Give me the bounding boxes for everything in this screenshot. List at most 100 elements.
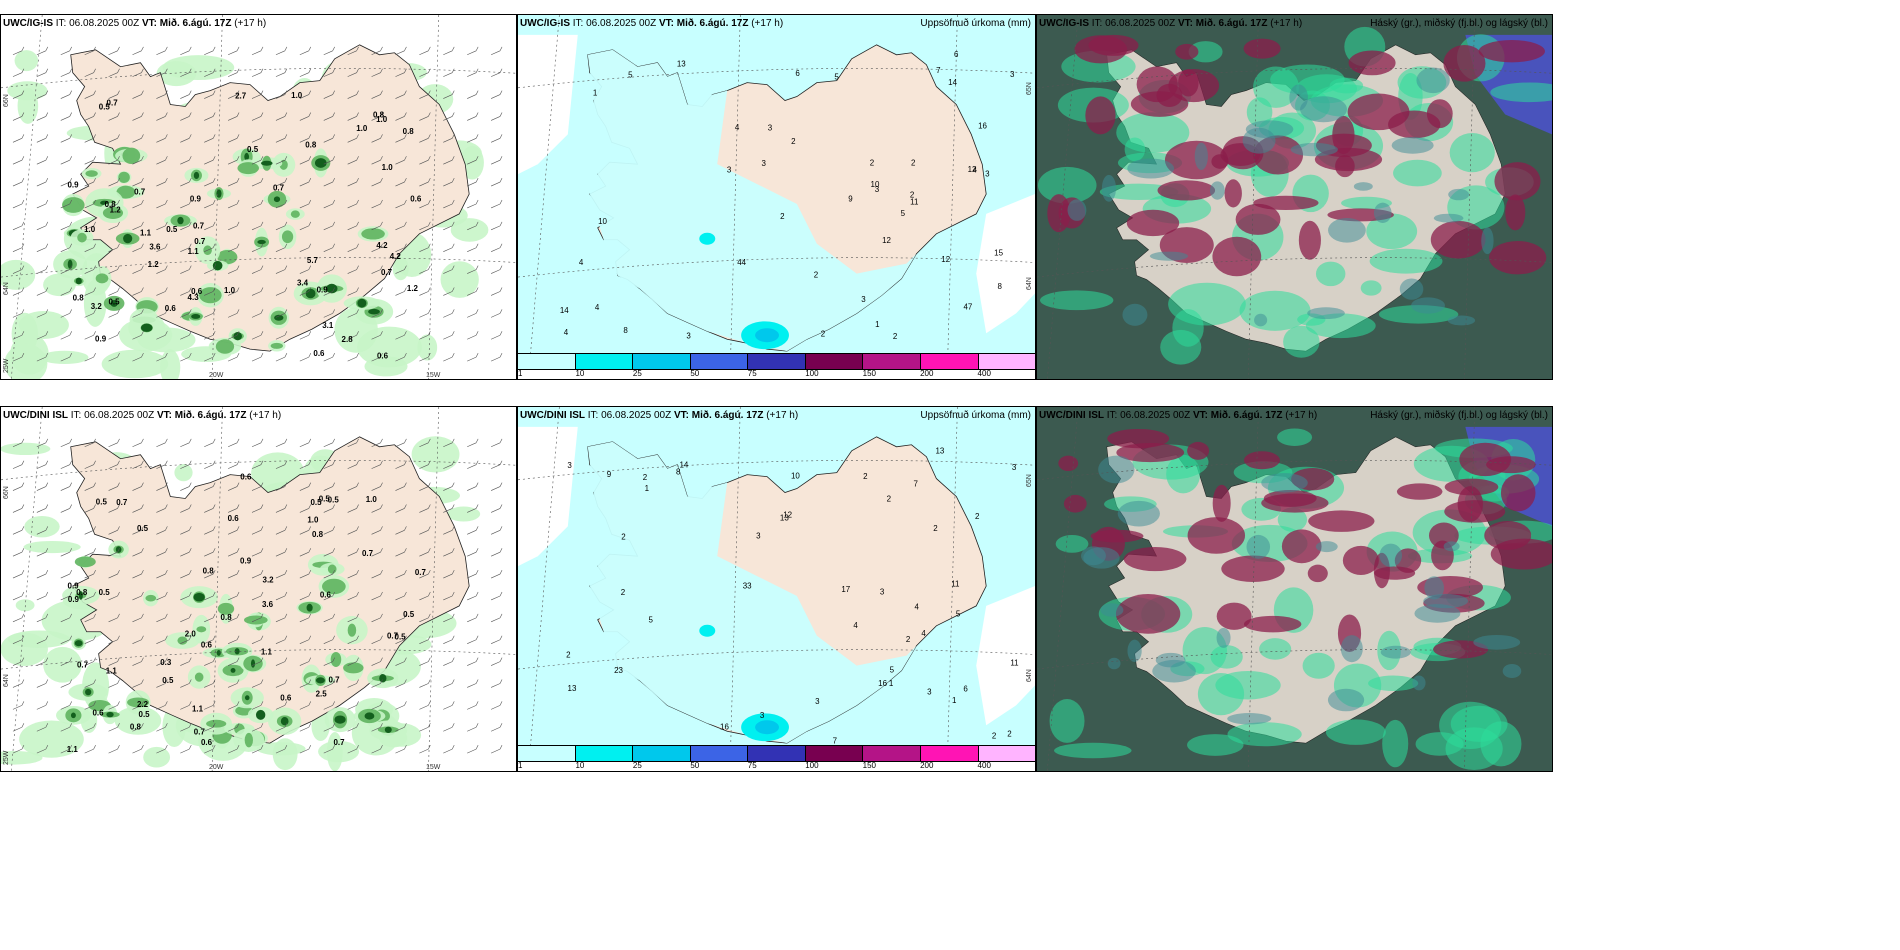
legend-swatch [518,746,576,761]
precip-value-label: 0.8 [312,530,324,539]
accum-value-label: 7 [936,66,941,75]
legend-label: 75 [747,369,757,378]
precip-cores [56,540,408,752]
legend-swatch [863,354,921,369]
legend-swatches [518,745,1035,762]
precip-value-label: 1.0 [307,515,319,524]
accum-value-label: 3 [1010,70,1015,79]
wind-barbs [12,438,503,754]
accum-value-label: 2 [791,137,796,146]
legend-swatch [748,746,806,761]
accum-value-label: 8 [623,326,628,335]
accum-value-label: 2 [780,212,785,221]
accum-value-label: 5 [956,610,961,619]
precip-value-label: 0.6 [320,591,332,600]
precip-value-label: 0.6 [201,738,213,747]
accum-value-label: 2 [933,524,938,533]
panel-dini-precip: UWC/DINI ISL IT: 06.08.2025 00Z VT: Mið.… [0,406,517,772]
lat-label: 25W [3,750,10,765]
precip-value-label: 4.2 [376,241,388,250]
precip-value-label: 0.8 [105,200,117,209]
accum-value-label: 2 [566,651,571,660]
precip-value-label: 3.1 [322,321,334,330]
panel-title: Uppsöfnuð úrkoma (mm) [920,410,1031,421]
cloud-layers [1037,26,1552,365]
lat-label: 64N [1026,669,1033,682]
accum-value-label: 2 [643,473,648,482]
legend-label: 25 [632,761,642,770]
accum-value-label: 10 [871,180,880,189]
legend-label: 1 [518,761,523,770]
precip-cores [53,146,394,356]
accum-value-label: 3 [1012,463,1017,472]
accum-value-label: 16 [978,122,987,131]
accum-value-label: 3 [927,687,932,696]
precip-value-label: 0.7 [329,676,341,685]
precip-value-label: 1.1 [106,667,118,676]
legend-label: 400 [977,761,991,770]
accum-value-label: 4 [853,621,858,630]
precip-value-label: 0.5 [96,498,108,507]
accum-value-label: 3 [727,166,732,175]
accum-value-label: 3 [880,587,885,596]
legend-label: 75 [747,761,757,770]
legend-swatch [920,746,979,761]
precip-values: 1.10.81.01.11.00.90.80.91.00.70.81.20.6 0… [67,91,421,361]
accum-value-label: 6 [963,685,968,694]
accum-values: 3245742345236322343131012151411128916141… [560,50,1015,341]
precip-value-label: 1.0 [291,91,303,100]
precip-value-label: 4.2 [390,252,402,261]
accum-value-label: 10 [598,217,607,226]
accum-value-label: 1 [952,696,957,705]
precip-value-label: 0.5 [162,676,174,685]
precip-value-label: 0.7 [194,728,206,737]
legend-swatch [978,354,1035,369]
accum-value-label: 1 [889,679,894,688]
precip-value-label: 1.1 [67,745,79,754]
precip-values: 0.70.70.91.00.60.50.60.50.90.51.10.50.50… [67,473,427,754]
accum-value-label: 6 [954,50,959,59]
precip-value-label: 0.5 [328,496,340,505]
accum-value-label: 2 [621,533,626,542]
accum-value-label: 13 [568,684,577,693]
legend-swatches [518,353,1035,370]
accum-value-label: 1 [875,320,880,329]
legend-label: 200 [920,761,934,770]
accum-value-label: 12 [783,510,792,519]
legend-label: 10 [575,369,585,378]
precip-value-label: 0.7 [387,631,399,640]
precip-value-label: 0.5 [166,225,178,234]
precip-value-label: 0.5 [319,495,331,504]
legend-swatch [633,746,691,761]
accum-value-label: 14 [560,306,569,315]
precip-value-label: 1.0 [356,124,368,133]
legend-label: 150 [862,369,877,378]
precip-value-label: 4.3 [188,293,200,302]
precip-value-label: 2.5 [316,690,328,699]
precip-value-label: 1.0 [84,225,96,234]
precip-value-label: 0.7 [415,568,427,577]
precip-value-label: 1.1 [140,228,152,237]
accum-value-label: 2 [1007,729,1012,738]
precip-value-label: 1.2 [148,260,160,269]
accum-value-label: 7 [913,479,918,488]
precip-value-label: 1.1 [261,647,273,656]
precip-value-label: 2.2 [137,700,149,709]
precip-value-label: 0.5 [137,524,149,533]
lat-label: 64N [3,674,10,687]
accum-value-label: 2 [621,588,626,597]
precip-value-label: 0.5 [139,710,151,719]
precip-value-label: 0.7 [107,98,119,107]
legend-swatch [805,354,864,369]
precip-value-label: 3.4 [297,279,309,288]
iceland-land [70,436,470,744]
precip-value-label: 0.5 [395,632,407,641]
accum-value-label: 3 [686,332,691,341]
accum-value-label: 2 [863,472,868,481]
precip-value-label: 0.6 [165,304,177,313]
precip-value-label: 0.9 [67,180,79,189]
legend-label: 10 [575,761,585,770]
precip-value-label: 1.0 [366,495,378,504]
accum-value-label: 1 [645,484,650,493]
panel-ig-is-cloud: UWC/IG-IS IT: 06.08.2025 00Z VT: Mið. 6.… [1036,14,1553,380]
